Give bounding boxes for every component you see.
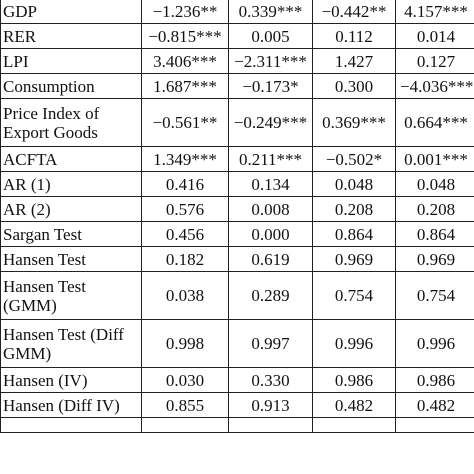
table-cell-value: −0.173* <box>228 73 313 99</box>
row-label: Hansen Test (GMM) <box>0 271 142 320</box>
table-cell-value: 0.339*** <box>228 0 313 24</box>
table-cell-value: 0.289 <box>228 271 313 320</box>
table-cell-value: 0.996 <box>312 319 396 368</box>
table-cell-value: 0.416 <box>141 171 229 197</box>
table-row: AR (1) 0.416 0.134 0.048 0.048 <box>0 171 474 197</box>
table-cell-value: 0.000 <box>228 221 313 247</box>
table-cell-value: 0.754 <box>395 271 474 320</box>
table-cell-value: 0.754 <box>312 271 396 320</box>
table-cell-value: 0.576 <box>141 196 229 222</box>
table-cell-value: 0.030 <box>141 367 229 393</box>
regression-results-table-container: GDP −1.236** 0.339*** −0.442** 4.157*** RER −0… <box>0 0 474 433</box>
table-cell-value: 0.208 <box>312 196 396 222</box>
table-cell-value: 0.330 <box>228 367 313 393</box>
table-cell-value: 0.986 <box>312 367 396 393</box>
table-cell-empty <box>395 417 474 433</box>
table-cell-value: 0.998 <box>141 319 229 368</box>
table-cell-value: 0.300 <box>312 73 396 99</box>
table-cell-value: 0.855 <box>141 392 229 418</box>
table-row: Hansen Test 0.182 0.619 0.969 0.969 <box>0 246 474 272</box>
table-row: Hansen Test (GMM) 0.038 0.289 0.754 0.754 <box>0 271 474 320</box>
table-cell-value: 0.048 <box>312 171 396 197</box>
table-cell-value: 1.427 <box>312 48 396 74</box>
table-cell-empty <box>0 417 142 433</box>
table-cell-value: 0.664*** <box>395 98 474 147</box>
row-label: ACFTA <box>0 146 142 172</box>
table-cell-value: 0.864 <box>395 221 474 247</box>
table-cell-value: 0.456 <box>141 221 229 247</box>
table-cell-value: 0.001*** <box>395 146 474 172</box>
row-label: LPI <box>0 48 142 74</box>
table-cell-value: −1.236** <box>141 0 229 24</box>
table-body: GDP −1.236** 0.339*** −0.442** 4.157*** RER −0… <box>0 0 474 433</box>
table-cell-value: 0.969 <box>395 246 474 272</box>
table-row: Price Index of Export Goods −0.561** −0.24… <box>0 98 474 147</box>
row-label: Hansen (Diff IV) <box>0 392 142 418</box>
table-row-cutoff <box>0 417 474 433</box>
row-label: Price Index of Export Goods <box>0 98 142 147</box>
table-cell-value: 0.997 <box>228 319 313 368</box>
table-cell-empty <box>141 417 229 433</box>
row-label: Consumption <box>0 73 142 99</box>
table-cell-value: 0.038 <box>141 271 229 320</box>
table-cell-value: 0.048 <box>395 171 474 197</box>
table-cell-value: 1.687*** <box>141 73 229 99</box>
row-label: Sargan Test <box>0 221 142 247</box>
table-cell-value: 0.619 <box>228 246 313 272</box>
row-label: AR (2) <box>0 196 142 222</box>
table-row: Consumption 1.687*** −0.173* 0.300 −4.036*** <box>0 73 474 99</box>
table-row: Hansen Test (Diff GMM) 0.998 0.997 0.996 0.9… <box>0 319 474 368</box>
table-cell-value: 0.005 <box>228 23 313 49</box>
table-cell-value: 0.996 <box>395 319 474 368</box>
table-cell-value: 3.406*** <box>141 48 229 74</box>
table-cell-value: −0.249*** <box>228 98 313 147</box>
table-cell-empty <box>228 417 313 433</box>
table-cell-value: 0.134 <box>228 171 313 197</box>
row-label: Hansen (IV) <box>0 367 142 393</box>
row-label: RER <box>0 23 142 49</box>
table-cell-value: 0.112 <box>312 23 396 49</box>
table-cell-value: 0.482 <box>395 392 474 418</box>
table-cell-empty <box>312 417 396 433</box>
row-label: Hansen Test (Diff GMM) <box>0 319 142 368</box>
row-label: AR (1) <box>0 171 142 197</box>
table-cell-value: 0.864 <box>312 221 396 247</box>
table-row: AR (2) 0.576 0.008 0.208 0.208 <box>0 196 474 222</box>
table-cell-value: 0.211*** <box>228 146 313 172</box>
table-row: GDP −1.236** 0.339*** −0.442** 4.157*** <box>0 0 474 24</box>
table-row: LPI 3.406*** −2.311*** 1.427 0.127 <box>0 48 474 74</box>
table-cell-value: 1.349*** <box>141 146 229 172</box>
table-cell-value: −0.502* <box>312 146 396 172</box>
table-cell-value: 0.127 <box>395 48 474 74</box>
row-label: Hansen Test <box>0 246 142 272</box>
table-cell-value: 0.014 <box>395 23 474 49</box>
table-row: ACFTA 1.349*** 0.211*** −0.502* 0.001*** <box>0 146 474 172</box>
table-cell-value: −0.561** <box>141 98 229 147</box>
regression-results-table: GDP −1.236** 0.339*** −0.442** 4.157*** RER −0… <box>0 0 474 433</box>
table-row: Hansen (IV) 0.030 0.330 0.986 0.986 <box>0 367 474 393</box>
table-row: Hansen (Diff IV) 0.855 0.913 0.482 0.482 <box>0 392 474 418</box>
table-cell-value: 0.369*** <box>312 98 396 147</box>
table-cell-value: 0.182 <box>141 246 229 272</box>
table-row: Sargan Test 0.456 0.000 0.864 0.864 <box>0 221 474 247</box>
row-label: GDP <box>0 0 142 24</box>
table-cell-value: 0.986 <box>395 367 474 393</box>
table-cell-value: 0.008 <box>228 196 313 222</box>
table-cell-value: 0.208 <box>395 196 474 222</box>
table-row: RER −0.815*** 0.005 0.112 0.014 <box>0 23 474 49</box>
table-cell-value: −0.815*** <box>141 23 229 49</box>
table-cell-value: 0.482 <box>312 392 396 418</box>
table-cell-value: 0.969 <box>312 246 396 272</box>
table-cell-value: −2.311*** <box>228 48 313 74</box>
table-cell-value: −4.036*** <box>395 73 474 99</box>
table-cell-value: 4.157*** <box>395 0 474 24</box>
table-cell-value: 0.913 <box>228 392 313 418</box>
table-cell-value: −0.442** <box>312 0 396 24</box>
